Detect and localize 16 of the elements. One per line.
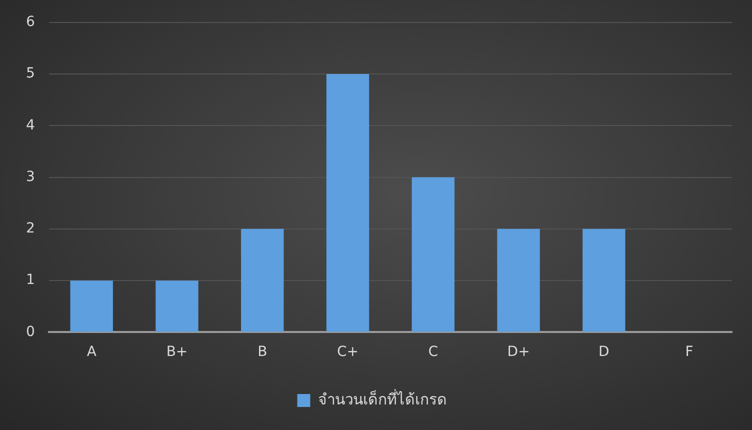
x-tick-label: C xyxy=(428,344,438,360)
x-tick-label: A xyxy=(86,344,97,360)
legend-label: จำนวนเด็กที่ได้เกรด xyxy=(318,388,447,408)
x-tick-label: B xyxy=(258,344,268,360)
x-tick-label: D+ xyxy=(507,344,530,360)
x-tick-label: D xyxy=(598,344,610,360)
y-tick-label: 0 xyxy=(26,324,35,340)
y-tick-label: 2 xyxy=(26,220,35,237)
y-tick-label: 4 xyxy=(26,117,35,134)
x-tick-label: F xyxy=(685,344,694,360)
y-tick-label: 6 xyxy=(26,14,35,30)
y-tick-label: 1 xyxy=(26,272,35,288)
y-tick-label: 5 xyxy=(26,66,35,82)
x-tick-label: C+ xyxy=(337,344,359,360)
x-tick-label: B+ xyxy=(166,344,188,360)
y-tick-label: 3 xyxy=(26,168,35,185)
